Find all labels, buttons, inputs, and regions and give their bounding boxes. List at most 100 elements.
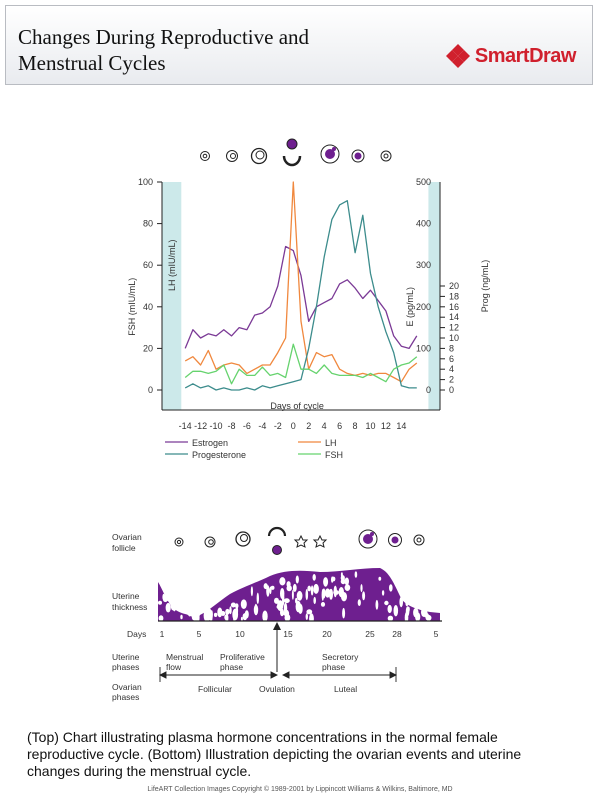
corpus-luteum-icon xyxy=(351,149,365,163)
lining-texture-spot xyxy=(331,576,334,583)
ovulation-arrow-head xyxy=(273,622,281,630)
x-tick-label: -14 xyxy=(179,421,192,431)
lining-texture-spot xyxy=(165,602,171,613)
phase-proliferative: Proliferative phase xyxy=(220,652,267,672)
lining-texture-spot xyxy=(240,616,243,622)
lining-texture-spot xyxy=(279,577,286,586)
lining-texture-spot xyxy=(312,574,316,581)
prog-tick-label: 2 xyxy=(449,375,454,385)
row-label-ovarian-phases: Ovarian phases xyxy=(112,682,144,702)
follicle-icon xyxy=(204,536,216,548)
x-tick-label: -8 xyxy=(227,421,235,431)
day-tick: 28 xyxy=(392,629,402,639)
x-tick-label: 6 xyxy=(337,421,342,431)
lining-texture-spot xyxy=(262,610,268,622)
menstrual-shade-band xyxy=(428,182,440,410)
menstrual-cycle-illustration: Ovarian follicle Uterine thickness Days … xyxy=(112,526,442,702)
series-line-estrogen xyxy=(184,245,418,350)
lining-texture-spot xyxy=(305,613,308,620)
x-tick-label: 4 xyxy=(322,421,327,431)
lining-texture-spot xyxy=(307,585,312,592)
lining-texture-spot xyxy=(360,584,363,593)
lining-texture-spot xyxy=(296,590,303,601)
lining-texture-spot xyxy=(256,592,259,604)
lining-texture-spot xyxy=(399,596,404,608)
lining-texture-spot xyxy=(240,599,247,609)
x-tick-label: 12 xyxy=(381,421,391,431)
lining-texture-spot xyxy=(225,613,229,624)
lining-texture-spot xyxy=(427,615,431,622)
lining-texture-spot xyxy=(342,607,346,619)
row-label-uterine-thickness: Uterine thickness xyxy=(112,591,147,612)
x-tick-label: 2 xyxy=(306,421,311,431)
lining-texture-spot xyxy=(389,584,393,592)
lining-texture-spot xyxy=(213,612,218,617)
lining-texture-spot xyxy=(310,585,314,596)
follicle-icon xyxy=(174,537,184,547)
e-tick-label: 500 xyxy=(416,177,431,187)
page-title: Changes During Reproductive and Menstrua… xyxy=(18,25,310,75)
y-axis-label-fsh: FSH (mIU/mL) xyxy=(127,278,137,336)
lining-texture-spot xyxy=(253,604,259,616)
uterine-phases: Menstrual flow Proliferative phase Secre… xyxy=(166,652,361,672)
lining-texture-spot xyxy=(162,593,165,601)
lining-texture-spot xyxy=(329,588,333,600)
row-label-ovarian-follicle: Ovarian follicle xyxy=(112,532,144,553)
e-tick-label: 0 xyxy=(426,385,431,395)
legend-label-fsh: FSH xyxy=(325,450,343,460)
lining-texture-spot xyxy=(295,575,299,584)
lining-texture-spot xyxy=(230,602,236,608)
y-tick-label: 40 xyxy=(143,302,153,312)
lining-texture-spot xyxy=(209,611,213,622)
ovulating-follicle-icon xyxy=(282,138,302,167)
lining-texture-spot xyxy=(283,611,288,616)
ovulating-follicle-icon xyxy=(267,526,287,555)
prog-tick-label: 8 xyxy=(449,343,454,353)
lining-texture-spot xyxy=(284,613,291,622)
lining-texture-spot xyxy=(217,607,223,618)
follicle-icon xyxy=(235,531,251,547)
legend-label-estrogen: Estrogen xyxy=(192,438,228,448)
lining-texture-spot xyxy=(340,572,343,578)
e-tick-label: 100 xyxy=(416,343,431,353)
legend: Estrogen LH Progesterone FSH xyxy=(165,438,343,460)
prog-tick-label: 20 xyxy=(449,281,459,291)
lining-texture-spot xyxy=(220,611,226,616)
follicle-illustrations-bottom xyxy=(174,526,425,555)
lining-texture-spot xyxy=(282,595,285,606)
lining-texture-spot xyxy=(225,608,230,615)
phase-follicular: Follicular xyxy=(198,684,232,694)
lining-texture-spot xyxy=(405,600,409,607)
lining-texture-spot xyxy=(235,605,239,616)
copyright-notice: LifeART Collection Images Copyright © 19… xyxy=(147,786,453,793)
follicle-icon xyxy=(226,150,238,162)
lining-texture-spot xyxy=(181,602,184,609)
prog-tick-label: 18 xyxy=(449,291,459,301)
e-tick-label: 300 xyxy=(416,260,431,270)
row-label-days: Days xyxy=(127,629,146,639)
lining-texture-spot xyxy=(313,596,317,605)
lining-texture-spot xyxy=(321,588,324,601)
x-tick-label: 10 xyxy=(365,421,375,431)
follicle-icon xyxy=(380,150,392,162)
lining-texture-spot xyxy=(291,589,294,600)
lining-texture-spot xyxy=(173,599,178,608)
lining-texture-spot xyxy=(387,615,394,622)
lining-texture-spot xyxy=(344,577,349,586)
smartdraw-logo[interactable]: SmartDraw xyxy=(445,42,577,70)
phase-secretory: Secretory phase xyxy=(322,652,361,672)
lining-texture-spot xyxy=(354,571,358,578)
phase-luteal: Luteal xyxy=(334,684,357,694)
follicle-illustrations-top xyxy=(200,138,392,167)
day-tick: 1 xyxy=(160,629,165,639)
lining-texture-spot xyxy=(309,613,314,624)
e-tick-label: 200 xyxy=(416,302,431,312)
lining-texture-spot xyxy=(276,604,282,610)
y-axis-label-estrogen: E (pg/mL) xyxy=(405,287,415,327)
x-tick-label: -2 xyxy=(274,421,282,431)
lining-texture-spot xyxy=(357,599,361,606)
y-axis-label-lh: LH (mIU/mL) xyxy=(167,239,177,291)
x-tick-label: 8 xyxy=(353,421,358,431)
day-tick: 15 xyxy=(283,629,293,639)
x-tick-label: -10 xyxy=(210,421,223,431)
